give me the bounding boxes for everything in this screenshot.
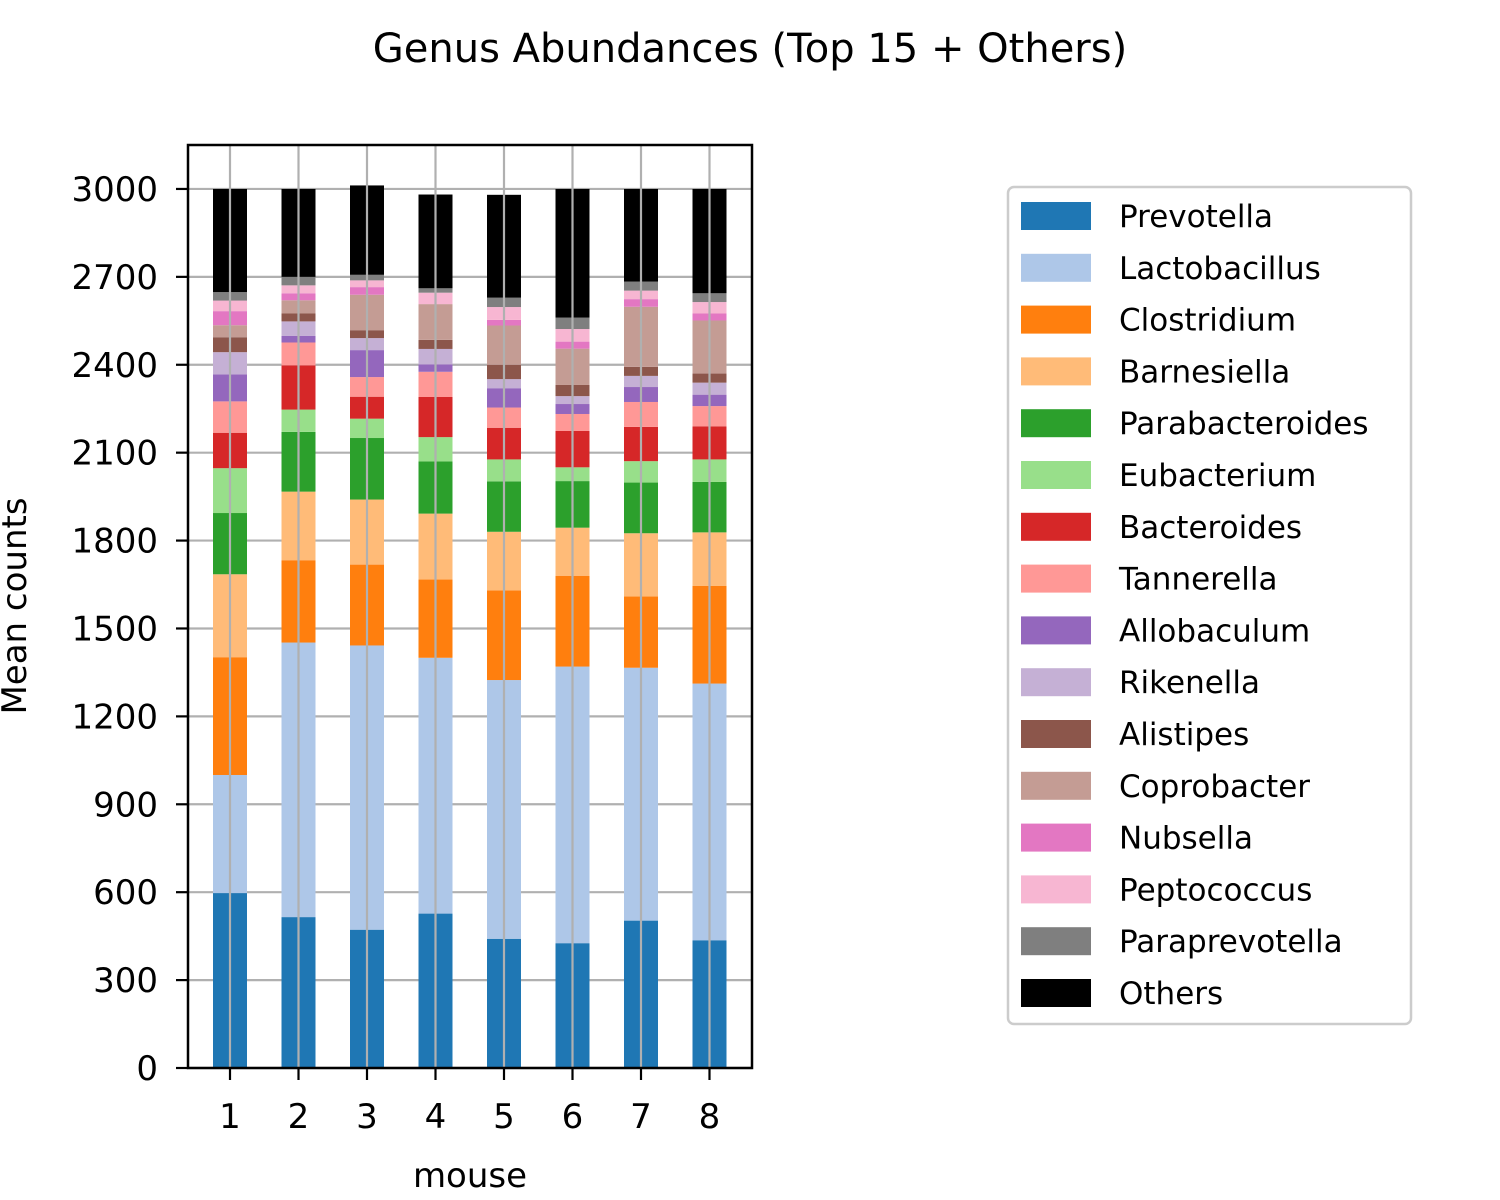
legend-label: Alistipes: [1119, 717, 1249, 753]
x-tick-label: 3: [356, 1097, 378, 1137]
grid-lines: [188, 187, 752, 1070]
x-tick-label: 2: [288, 1097, 310, 1137]
y-tick-label: 1500: [71, 609, 158, 649]
legend-label: Tannerella: [1118, 562, 1278, 598]
legend-swatch: [1021, 720, 1091, 748]
legend-label: Paraprevotella: [1119, 924, 1343, 960]
legend-swatch: [1021, 409, 1091, 438]
legend-swatch: [1021, 305, 1091, 334]
legend-label: Others: [1119, 976, 1223, 1012]
legend-items: Prevotella Lactobacillus Clostridium Barnes…: [1021, 199, 1369, 1012]
bars: [213, 185, 727, 1068]
legend-label: Barnesiella: [1119, 354, 1290, 390]
legend-swatch: [1021, 253, 1091, 282]
y-tick-label: 2700: [71, 258, 158, 298]
x-grid-lines: [228, 145, 711, 1068]
legend-label: Prevotella: [1119, 199, 1273, 235]
x-tick-label: 4: [425, 1097, 447, 1137]
x-tick-label: 1: [219, 1097, 241, 1137]
x-tick-label: 5: [493, 1097, 515, 1137]
y-axis-label: Mean counts: [0, 497, 35, 714]
legend-swatch: [1021, 357, 1091, 386]
x-tick-label: 8: [699, 1097, 721, 1137]
x-tick-label: 6: [562, 1097, 584, 1137]
x-axis-label: mouse: [413, 1156, 527, 1196]
legend-label: Parabacteroides: [1119, 406, 1369, 442]
y-tick-label: 300: [93, 961, 158, 1001]
x-tick-label: 7: [630, 1097, 652, 1137]
legend-label: Lactobacillus: [1119, 251, 1321, 287]
legend-label: Eubacterium: [1119, 458, 1316, 494]
chart-title: Genus Abundances (Top 15 + Others): [373, 26, 1127, 72]
plot-frame: [186, 143, 754, 1070]
y-tick-label: 2100: [71, 434, 158, 474]
legend-swatch: [1021, 927, 1091, 956]
legend-label: Bacteroides: [1119, 510, 1302, 546]
legend-swatch: [1021, 668, 1091, 697]
y-tick-label: 1800: [71, 522, 158, 562]
legend-label: Allobaculum: [1119, 613, 1310, 649]
y-tick-label: 900: [93, 785, 158, 825]
legend-swatch: [1021, 461, 1091, 489]
legend-swatch: [1021, 771, 1091, 800]
legend-label: Clostridium: [1119, 303, 1296, 339]
legend-swatch: [1021, 823, 1091, 852]
y-tick-label: 1200: [71, 697, 158, 737]
legend-frame: [1006, 185, 1413, 1026]
legend-swatch: [1021, 875, 1091, 904]
legend: Prevotella Lactobacillus Clostridium Barnes…: [1006, 185, 1413, 1026]
y-tick-label: 600: [93, 873, 158, 913]
legend-label: Rikenella: [1119, 665, 1260, 701]
legend-swatch: [1021, 564, 1091, 593]
legend-label: Nubsella: [1119, 821, 1253, 857]
y-tick-label: 0: [136, 1049, 158, 1089]
legend-swatch: [1021, 202, 1091, 230]
legend-swatch: [1021, 616, 1091, 645]
legend-swatch: [1021, 979, 1091, 1007]
y-tick-label: 3000: [71, 170, 158, 210]
legend-swatch: [1021, 512, 1091, 541]
y-tick-label: 2400: [71, 346, 158, 386]
y-axis: 0 300 600 900 1200 1500 1800 2100 2400 2700 3000: [71, 170, 188, 1089]
x-axis: 1 2 3 4 5 6 7 8: [219, 1068, 720, 1137]
legend-label: Peptococcus: [1119, 872, 1312, 908]
legend-label: Coprobacter: [1119, 769, 1310, 805]
